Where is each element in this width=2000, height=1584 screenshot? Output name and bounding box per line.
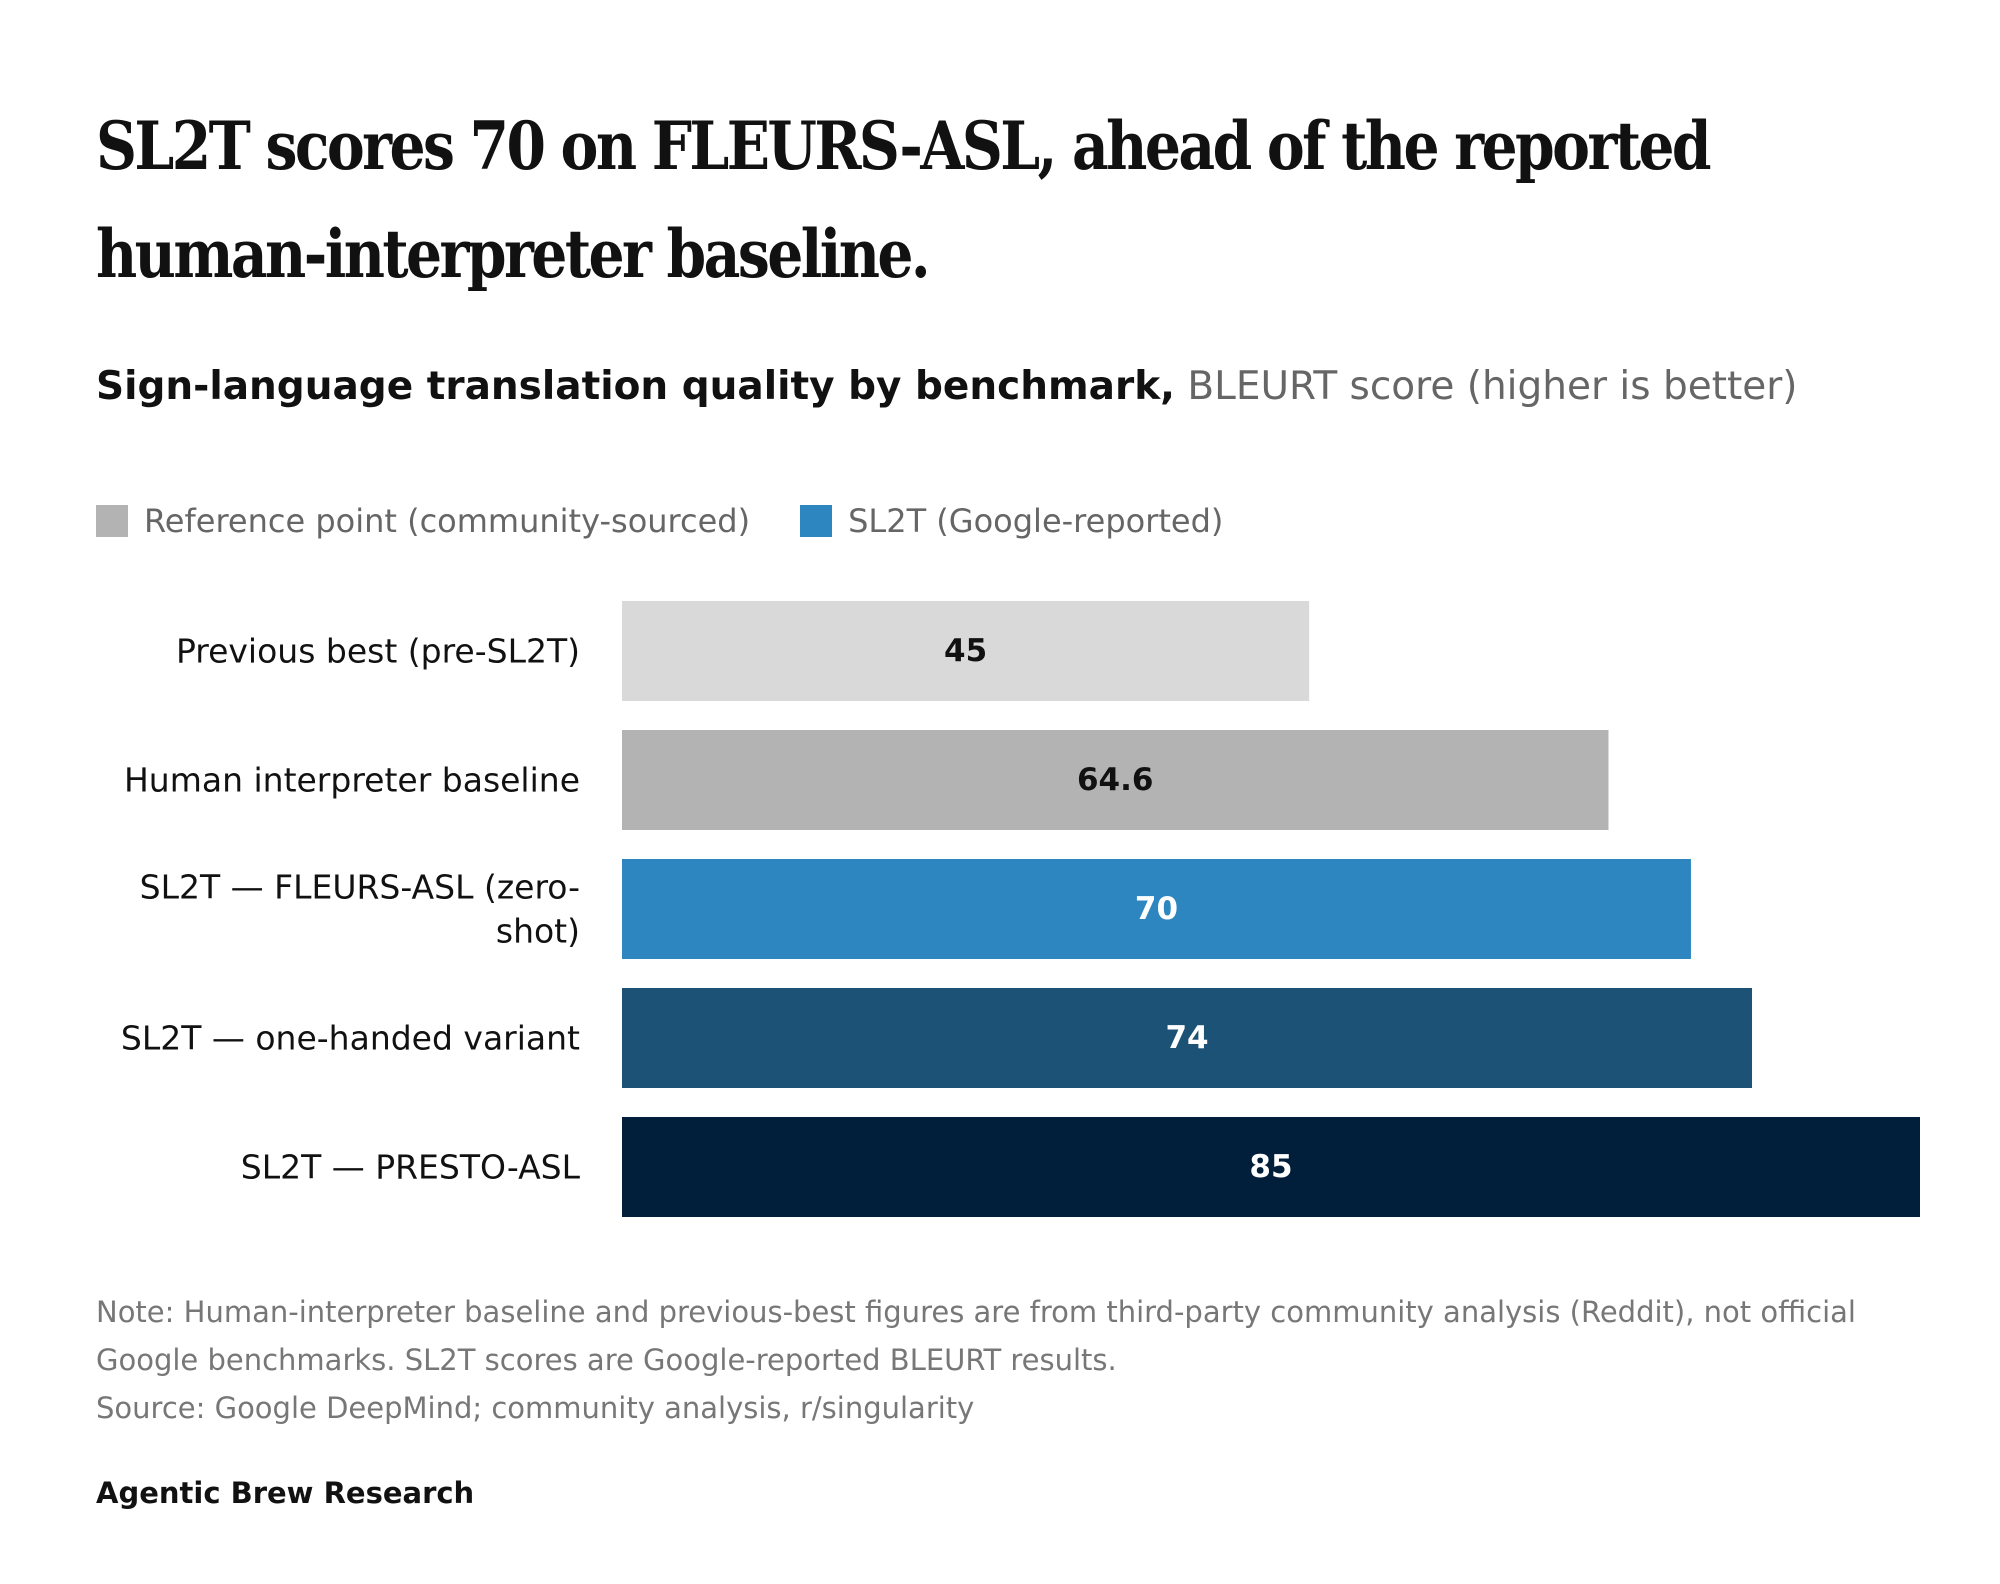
category-label-4: SL2T — PRESTO-ASL bbox=[241, 1148, 581, 1187]
bar-1 bbox=[622, 730, 1609, 830]
bar-value-label-1: 64.6 bbox=[1077, 762, 1154, 798]
category-label-0: Previous best (pre-SL2T) bbox=[176, 632, 580, 671]
category-label-2: SL2T — FLEURS-ASL (zero-shot) bbox=[140, 868, 580, 951]
bar-chart: 45 Previous best (pre-SL2T) 64.6 Human inte… bbox=[121, 601, 1920, 1217]
subtitle-strong: Sign-language translation quality by ben… bbox=[96, 364, 1175, 409]
legend-item-reference: Reference point (community-sourced) bbox=[96, 502, 750, 540]
category-label-3: SL2T — one-handed variant bbox=[121, 1019, 580, 1058]
bar-value-label-0: 45 bbox=[944, 633, 987, 669]
chart-subtitle: Sign-language translation quality by ben… bbox=[96, 362, 1798, 412]
category-label-line: SL2T — one-handed variant bbox=[121, 1019, 580, 1058]
category-label-1: Human interpreter baseline bbox=[124, 761, 580, 800]
bar-value-label-2: 70 bbox=[1135, 891, 1178, 927]
chart-headline: SL2T scores 70 on FLEURS-ASL, ahead of t… bbox=[96, 107, 1712, 293]
bar-3 bbox=[622, 988, 1753, 1088]
category-label-line: Human interpreter baseline bbox=[124, 761, 580, 800]
category-label-line: SL2T — FLEURS-ASL (zero- bbox=[140, 868, 580, 907]
bar-0 bbox=[622, 601, 1310, 701]
bar-value-label-3: 74 bbox=[1165, 1020, 1208, 1056]
chart-legend: Reference point (community-sourced) SL2T… bbox=[96, 502, 1273, 540]
chart-note: Note: Human-interpreter baseline and pre… bbox=[96, 1295, 1856, 1377]
bar-2 bbox=[622, 859, 1691, 959]
legend-item-sl2t: SL2T (Google-reported) bbox=[800, 502, 1223, 540]
legend-swatch-reference bbox=[96, 505, 128, 537]
category-label-line: SL2T — PRESTO-ASL bbox=[241, 1148, 581, 1187]
bar-4 bbox=[622, 1117, 1920, 1217]
publisher-credit: Agentic Brew Research bbox=[96, 1476, 475, 1510]
category-label-line: shot) bbox=[496, 912, 580, 951]
legend-label-reference: Reference point (community-sourced) bbox=[144, 502, 751, 540]
legend-swatch-sl2t bbox=[800, 505, 833, 537]
bar-value-label-4: 85 bbox=[1249, 1149, 1292, 1185]
category-label-line: Previous best (pre-SL2T) bbox=[176, 632, 580, 671]
legend-label-sl2t: SL2T (Google-reported) bbox=[848, 502, 1224, 540]
chart-source: Source: Google DeepMind; community analy… bbox=[96, 1391, 975, 1425]
subtitle-unit: BLEURT score (higher is better) bbox=[1187, 364, 1798, 409]
